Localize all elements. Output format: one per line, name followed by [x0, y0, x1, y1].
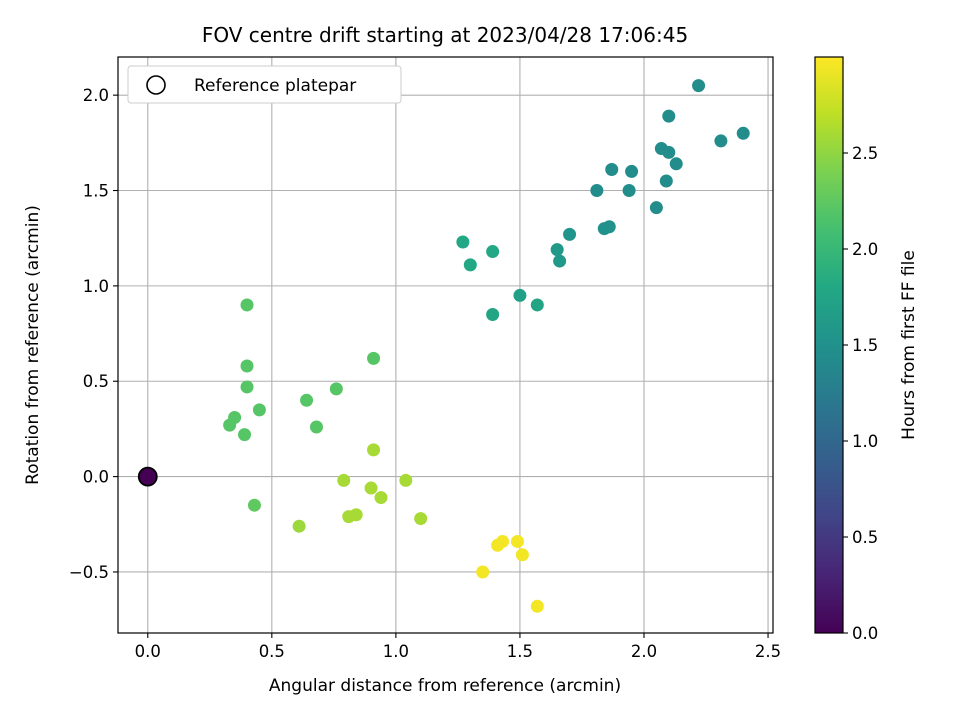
legend-label: Reference platepar — [194, 76, 356, 96]
data-points — [137, 79, 750, 613]
reference-platepar-marker — [137, 466, 158, 487]
x-tick-label: 2.0 — [631, 642, 657, 661]
scatter-point — [669, 157, 683, 171]
scatter-point — [649, 201, 663, 215]
colorbar-tick-label: 0.0 — [852, 624, 878, 643]
scatter-point — [364, 481, 378, 495]
scatter-point — [456, 235, 470, 249]
scatter-point — [292, 519, 306, 533]
scatter-point — [240, 359, 254, 373]
scatter-point — [491, 538, 505, 552]
scatter-point — [486, 245, 500, 259]
scatter-point — [736, 126, 750, 140]
scatter-point — [605, 163, 619, 177]
scatter-point — [515, 548, 529, 562]
scatter-point — [300, 393, 314, 407]
y-tick-label: 0.0 — [83, 468, 109, 487]
scatter-point — [590, 184, 604, 198]
plot-frame — [117, 56, 774, 634]
scatter-point — [374, 491, 388, 505]
y-tick-label: 0.5 — [83, 372, 109, 391]
chart-title: FOV centre drift starting at 2023/04/28 … — [202, 23, 688, 47]
scatter-point — [463, 258, 477, 272]
colorbar-tick-label: 0.5 — [852, 528, 878, 547]
x-tick-label: 0.5 — [259, 642, 285, 661]
scatter-point — [563, 227, 577, 241]
scatter-point — [240, 380, 254, 394]
scatter-point — [399, 473, 413, 487]
scatter-point — [240, 298, 254, 312]
x-tick-label: 2.5 — [755, 642, 781, 661]
scatter-point — [309, 420, 323, 434]
scatter-point — [367, 443, 381, 457]
y-axis-label: Rotation from reference (arcmin) — [23, 205, 43, 485]
y-tick-label: 1.0 — [83, 277, 109, 296]
scatter-point — [513, 288, 527, 302]
scatter-point — [337, 473, 351, 487]
scatter-point — [367, 351, 381, 365]
grid — [118, 57, 773, 633]
scatter-point — [622, 184, 636, 198]
colorbar-tick-label: 2.5 — [852, 144, 878, 163]
scatter-point — [414, 512, 428, 526]
scatter-point — [223, 418, 237, 432]
axis-ticks: 0.0 0.5 1.0 1.5 2.0 2.5 −0.5 0.0 0.5 1.0 1.5 2.0 — [69, 86, 781, 661]
scatter-point — [625, 164, 639, 178]
scatter-point — [692, 79, 706, 93]
colorbar-tick-label: 1.5 — [852, 336, 878, 355]
legend-box — [127, 65, 402, 104]
colorbar: 0.0 0.5 1.0 1.5 2.0 2.5 Hours from first FF f… — [814, 56, 919, 643]
scatter-point — [662, 145, 676, 159]
legend: Reference platepar — [127, 65, 402, 104]
scatter-point — [550, 243, 564, 257]
colorbar-gradient — [814, 56, 844, 634]
scatter-point — [486, 307, 500, 321]
scatter-point — [349, 508, 363, 522]
colorbar-label: Hours from first FF file — [899, 250, 919, 440]
x-tick-label: 0.0 — [135, 642, 161, 661]
x-tick-label: 1.0 — [383, 642, 409, 661]
y-tick-label: 2.0 — [83, 86, 109, 105]
y-tick-label: −0.5 — [69, 563, 109, 582]
scatter-point — [659, 174, 673, 188]
scatter-point — [553, 254, 567, 268]
scatter-point — [602, 220, 616, 234]
scatter-point — [247, 498, 261, 512]
legend-reference-marker — [146, 75, 166, 95]
scatter-point — [476, 565, 490, 579]
y-tick-label: 1.5 — [83, 182, 109, 201]
scatter-point — [329, 382, 343, 396]
scatter-point — [252, 403, 266, 417]
scatter-point — [510, 534, 524, 548]
x-axis-label: Angular distance from reference (arcmin) — [269, 676, 621, 696]
scatter-point — [530, 298, 544, 312]
scatter-point — [530, 599, 544, 613]
colorbar-ticks: 0.0 0.5 1.0 1.5 2.0 2.5 — [843, 144, 878, 643]
scatter-point — [662, 109, 676, 123]
scatter-point — [238, 428, 252, 442]
colorbar-tick-label: 2.0 — [852, 240, 878, 259]
x-tick-label: 1.5 — [507, 642, 533, 661]
scatter-point — [714, 134, 728, 148]
colorbar-tick-label: 1.0 — [852, 432, 878, 451]
